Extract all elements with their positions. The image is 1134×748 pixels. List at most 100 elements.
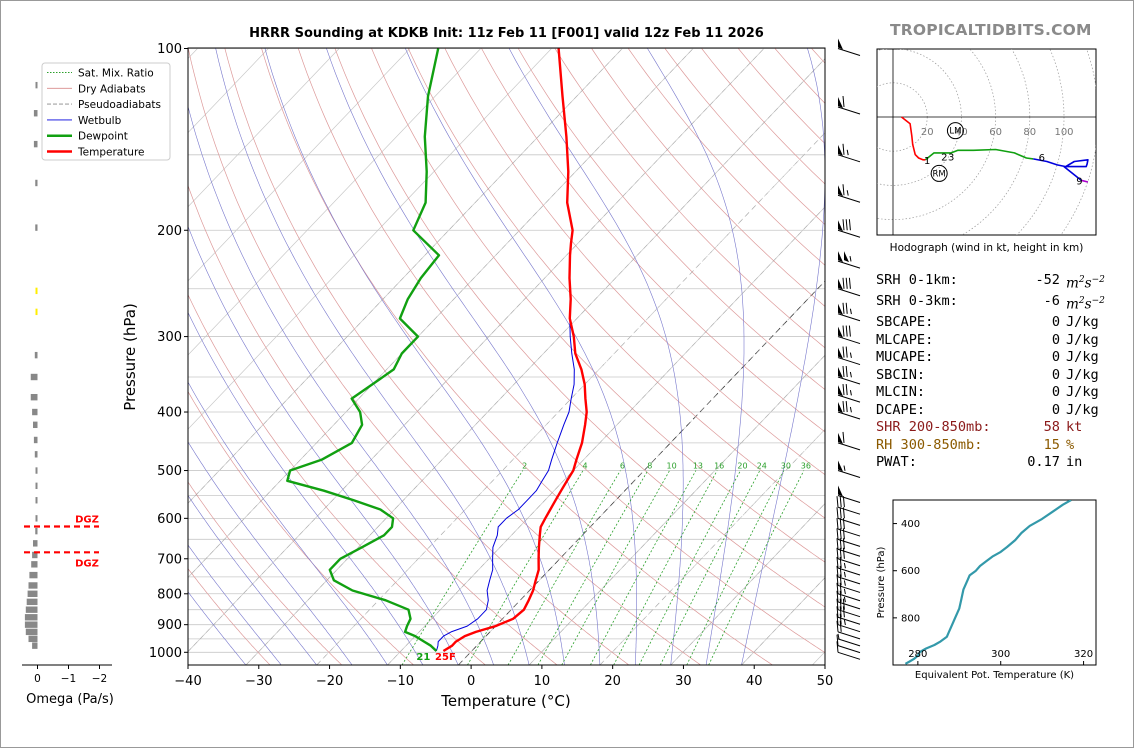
moist-adiabat xyxy=(188,544,282,665)
barb-full xyxy=(842,365,845,378)
stat-label: SHR 200-850mb: xyxy=(876,419,991,436)
pressure-tick-label: 800 xyxy=(157,587,182,602)
stat-value: -6 xyxy=(1043,293,1060,310)
mixing-ratio-line xyxy=(659,470,761,665)
wind-barb xyxy=(836,613,861,633)
wind-barb xyxy=(836,641,861,660)
mixing-ratio-label: 20 xyxy=(737,462,747,471)
stat-unit: m2s−2 xyxy=(1066,296,1105,313)
barb-shaft xyxy=(837,48,861,56)
pressure-tick-label: 100 xyxy=(157,42,182,57)
barb-full xyxy=(836,598,839,610)
omega-bar xyxy=(35,467,38,474)
barb-shaft xyxy=(837,517,861,526)
barb-full xyxy=(836,574,839,586)
stat-value: 0.17 xyxy=(1027,454,1060,471)
pressure-tick-label: 700 xyxy=(157,552,182,567)
omega-bar xyxy=(32,551,38,559)
omega-bar xyxy=(24,621,38,628)
barb-full xyxy=(839,590,842,602)
pseudoadiabat-guide xyxy=(245,58,825,665)
wind-barb xyxy=(837,277,861,297)
barb-full xyxy=(839,574,842,586)
omega-bar xyxy=(33,421,38,429)
barb-shaft xyxy=(837,624,861,633)
moist-adiabat xyxy=(188,494,317,665)
barb-full xyxy=(845,325,848,337)
barb-full xyxy=(839,606,842,618)
barb-full xyxy=(839,620,842,632)
mixing-ratio-label: 6 xyxy=(620,462,625,471)
omega-bar xyxy=(33,436,38,444)
theta-e-profile xyxy=(904,500,1072,665)
pressure-tick-label: 900 xyxy=(157,618,182,633)
barb-full xyxy=(842,302,845,314)
barb-full xyxy=(836,538,839,550)
barb-full xyxy=(845,400,848,413)
omega-tick-label: 0 xyxy=(34,673,41,685)
barb-full xyxy=(842,528,845,540)
barb-pennant xyxy=(838,38,843,50)
omega-bar xyxy=(35,179,38,187)
stat-unit: J/kg xyxy=(1066,401,1099,418)
barb-full xyxy=(845,365,848,378)
barb-half xyxy=(849,352,852,358)
barb-full xyxy=(836,582,839,594)
hodograph-trace xyxy=(1080,179,1089,183)
pressure-tick-label: 500 xyxy=(157,464,182,479)
pseudoadiabat-guide xyxy=(188,48,623,504)
dry-adiabat xyxy=(481,48,825,433)
mixing-ratio-label: 30 xyxy=(781,462,791,471)
barb-pennant xyxy=(838,326,843,338)
moist-adiabat xyxy=(215,48,530,665)
dry-adiabat xyxy=(224,48,702,665)
omega-tick-label: −2 xyxy=(92,673,107,685)
moist-adiabat xyxy=(188,105,494,665)
barb-pennant xyxy=(838,303,843,315)
brand-watermark: TROPICALTIDBITS.COM xyxy=(890,21,1092,39)
stat-row: SBCIN: 0 J/kg xyxy=(876,367,1106,385)
barb-full xyxy=(842,219,845,231)
hodograph-frame xyxy=(876,48,1097,236)
legend-label: Wetbulb xyxy=(78,115,122,127)
barb-half xyxy=(849,308,852,315)
stat-row: SRH 0-3km: -6 m2s−2 xyxy=(876,293,1106,314)
omega-bar xyxy=(29,571,38,579)
dry-adiabat xyxy=(261,48,773,665)
wind-barb xyxy=(837,95,861,115)
hodograph-ring-label: 40 xyxy=(955,127,968,138)
omega-bar xyxy=(24,614,38,621)
barb-full xyxy=(839,582,842,594)
stat-label: SBCIN: xyxy=(876,366,926,383)
temperature-tick-label: 40 xyxy=(746,674,763,689)
dry-adiabat xyxy=(188,390,414,665)
barb-shaft xyxy=(837,442,861,451)
dry-adiabat xyxy=(188,481,343,665)
barb-pennant xyxy=(838,278,843,290)
wind-barb xyxy=(837,219,861,238)
barb-full xyxy=(839,613,842,625)
barb-shaft xyxy=(837,601,861,610)
wind-barb xyxy=(837,384,861,403)
barb-full xyxy=(842,384,845,396)
wind-barb xyxy=(837,365,861,385)
wind-barb xyxy=(836,582,861,602)
barb-full xyxy=(842,496,845,508)
omega-bar xyxy=(35,497,38,504)
wind-barb xyxy=(836,556,861,576)
barb-shaft xyxy=(837,548,861,557)
barb-shaft xyxy=(837,609,861,618)
left-mover-marker xyxy=(946,122,964,140)
barb-pennant xyxy=(838,432,843,444)
hodograph-plot: 20 40 60 80 100 1 2 3 6 9 LM RM xyxy=(877,49,1096,235)
moist-adiabat xyxy=(188,591,247,665)
omega-bar xyxy=(27,590,38,597)
barb-pennant xyxy=(838,347,843,359)
isotherm xyxy=(670,502,825,665)
mixing-ratio-line xyxy=(401,470,524,665)
barb-full xyxy=(848,277,851,289)
barb-half xyxy=(843,588,846,595)
wind-barb xyxy=(837,38,861,56)
barb-full xyxy=(836,590,839,602)
